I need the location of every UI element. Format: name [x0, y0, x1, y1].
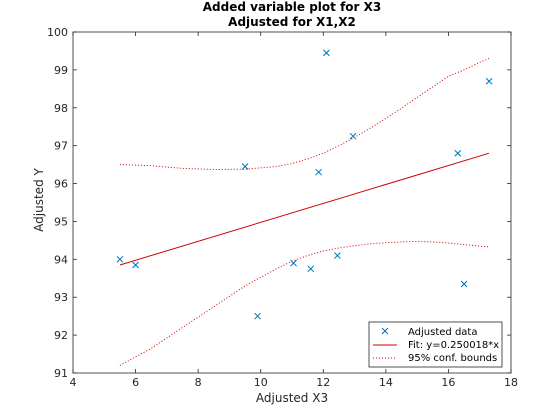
data-point: [116, 255, 124, 263]
x-tick-label: 6: [132, 376, 139, 389]
y-tick-label: 99: [54, 64, 68, 77]
data-point: [254, 312, 261, 320]
data-point: [460, 280, 468, 288]
y-tick-label: 94: [54, 253, 68, 266]
data-point: [323, 49, 330, 57]
y-axis: 91 92 93 94 95 96 97 98 99 100: [47, 26, 511, 380]
chart-title: Added variable plot for X3: [203, 0, 381, 14]
x-axis: 4 6 8 10 12 14 16 18: [70, 32, 518, 389]
fit-line: [119, 152, 490, 266]
data-point: [315, 168, 322, 176]
data-point: [485, 77, 493, 85]
data-point: [132, 261, 139, 269]
y-tick-label: 91: [54, 367, 68, 380]
axes-box: [72, 31, 512, 374]
data-point: [290, 259, 297, 267]
conf-bound-upper: [119, 58, 490, 171]
data-point: [349, 132, 357, 140]
y-tick-label: 95: [54, 215, 68, 228]
x-tick-label: 12: [316, 376, 330, 389]
y-axis-label: Adjusted Y: [32, 168, 46, 232]
x-tick-label: 8: [195, 376, 202, 389]
legend-label-fit: Fit: y=0.250018*x: [408, 340, 499, 351]
plot-area: [72, 31, 512, 374]
legend-label-conf-bounds: 95% conf. bounds: [408, 353, 497, 364]
y-tick-label: 92: [54, 329, 68, 342]
legend-marker-adjusted-data: [381, 327, 389, 335]
x-tick-label: 4: [70, 376, 77, 389]
x-tick-label: 14: [379, 376, 393, 389]
data-point: [307, 265, 315, 273]
y-tick-label: 93: [54, 291, 68, 304]
data-point: [241, 163, 249, 170]
y-tick-label: 97: [54, 140, 68, 153]
y-tick-label: 98: [54, 102, 68, 115]
y-tick-label: 96: [54, 178, 68, 191]
y-tick-label: 100: [47, 26, 68, 39]
x-axis-label: Adjusted X3: [256, 391, 328, 405]
x-tick-label: 18: [504, 376, 518, 389]
legend-label-adjusted-data: Adjusted data: [408, 327, 477, 338]
data-point: [454, 149, 462, 157]
chart-subtitle: Adjusted for X1,X2: [228, 15, 356, 29]
x-tick-label: 10: [254, 376, 268, 389]
data-point: [334, 252, 341, 259]
legend: Adjusted data Fit: y=0.250018*x 95% conf…: [368, 321, 503, 368]
conf-bound-lower: [119, 240, 490, 366]
x-tick-label: 16: [441, 376, 455, 389]
